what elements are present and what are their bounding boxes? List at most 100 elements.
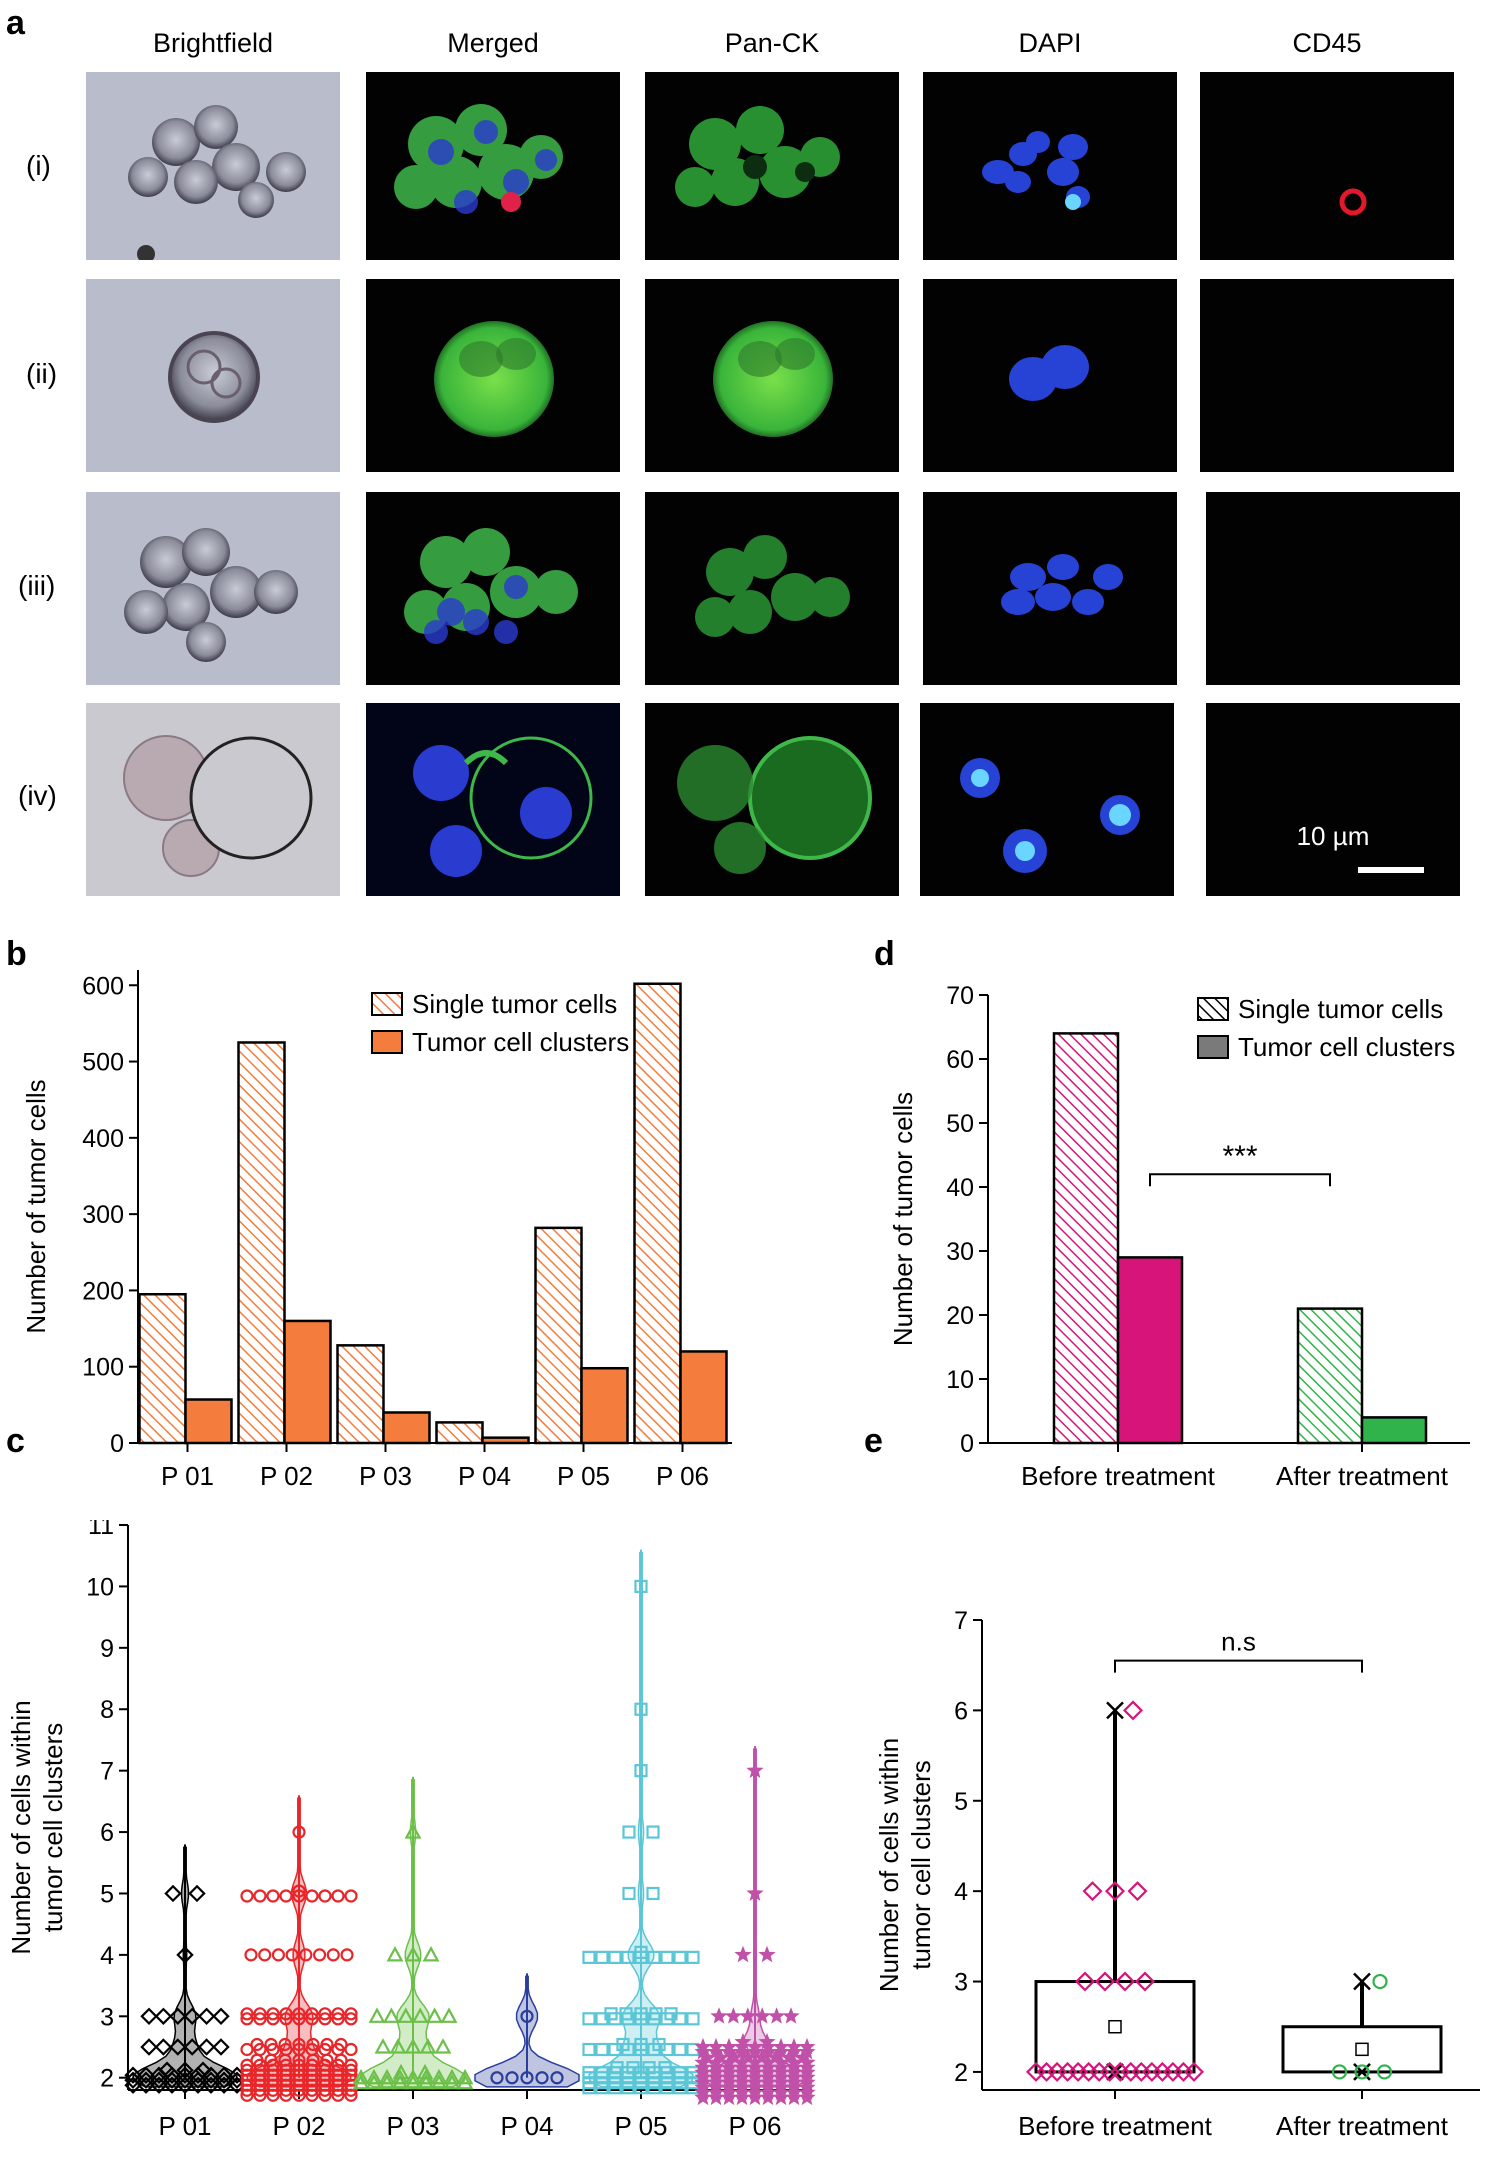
chart-c-point — [183, 2038, 201, 2056]
chart-c-point — [378, 2068, 396, 2085]
chart-c-point — [404, 2038, 422, 2054]
chart-c-point — [183, 2007, 201, 2026]
chart-c-x-tick-label: P 04 — [500, 2111, 553, 2141]
chart-c-point — [634, 1764, 648, 1778]
chart-c-point — [798, 2042, 816, 2060]
chart-c-point — [194, 2061, 212, 2079]
chart-c-point — [212, 2038, 230, 2056]
chart-c-point — [189, 2066, 207, 2084]
chart-b-x-tick-label: P 04 — [458, 1461, 511, 1491]
chart-c-point — [411, 2007, 429, 2023]
chart-c-point — [535, 2071, 549, 2085]
chart-d-legend-label: Single tumor cells — [1238, 994, 1443, 1024]
chart-b-y-tick-label: 400 — [82, 1125, 124, 1153]
image-pan-ck-i — [645, 72, 899, 260]
chart-c-point — [621, 1950, 635, 1964]
chart-d-bar — [1052, 1032, 1120, 1445]
image-dapi-iii — [923, 492, 1177, 685]
row-label-i: (i) — [26, 150, 51, 181]
chart-c-point — [404, 1945, 422, 1962]
chart-c-point — [264, 2037, 278, 2052]
image-pan-ck-iii — [645, 492, 899, 685]
chart-b-y-tick-label: 500 — [82, 1049, 124, 1077]
chart-c-point — [550, 2071, 564, 2085]
chart-c-point — [292, 1825, 306, 1839]
chart-b-legend-swatch — [371, 1030, 403, 1054]
image-brightfield-iv — [86, 703, 340, 896]
chart-c-point — [392, 2063, 410, 2080]
chart-c-point — [320, 2037, 334, 2052]
chart-c-y-label-line: tumor cell clusters — [38, 1723, 68, 1933]
chart-b-x-tick-label: P 06 — [656, 1461, 709, 1491]
image-merged-iv — [366, 703, 620, 896]
chart-c-point — [331, 2012, 345, 2026]
chart-c-point — [595, 2042, 609, 2057]
chart-e-y-tick-label: 7 — [954, 1607, 968, 1635]
chart-c-point — [430, 2068, 448, 2085]
chart-c-point — [318, 1889, 332, 1903]
chart-c-point — [505, 2071, 519, 2085]
chart-d-legend-swatch — [1197, 1035, 1229, 1059]
chart-c-point — [798, 2063, 816, 2081]
chart-b-bar — [283, 1319, 332, 1445]
chart-c-point — [490, 2071, 504, 2085]
chart-e-point — [1372, 1973, 1388, 1990]
chart-c-point — [163, 2066, 181, 2084]
chart-c-point — [169, 2007, 187, 2026]
chart-c-point — [604, 2007, 618, 2021]
chart-c-point — [686, 2012, 700, 2026]
chart-c: 2 3 4 5 6 7 8 9 10 11 P 01 P 02 P 03 P 04 P 05 P 06 Numb… — [6, 1520, 816, 2141]
image-pan-ck-ii — [645, 279, 899, 472]
chart-c-point — [169, 2038, 187, 2056]
chart-c-point — [305, 2007, 319, 2021]
chart-c-point — [244, 1948, 258, 1962]
chart-c-point — [595, 1950, 609, 1964]
chart-c-point — [279, 2058, 293, 2072]
chart-c-point — [582, 2042, 596, 2057]
chart-c-point — [798, 2068, 816, 2086]
column-header-pan-ck: Pan-CK — [724, 28, 820, 58]
column-header-dapi: DAPI — [1018, 28, 1082, 58]
chart-c-point — [137, 2066, 155, 2084]
chart-c-point — [334, 2037, 348, 2052]
chart-d-y-tick-label: 40 — [946, 1174, 974, 1202]
scale-bar — [1358, 867, 1424, 873]
chart-c-point — [188, 1884, 206, 1903]
chart-c-point — [154, 2007, 173, 2026]
chart-c-point — [292, 2037, 306, 2052]
image-brightfield-ii — [86, 279, 340, 472]
panel-e-letter: e — [864, 1422, 883, 1460]
chart-c-point — [660, 1950, 674, 1964]
chart-c-point — [649, 2007, 663, 2021]
chart-b-x-tick-label: P 05 — [557, 1461, 610, 1491]
chart-c-point — [326, 1948, 340, 1962]
chart-d-significance-label: *** — [1222, 1140, 1257, 1173]
chart-b-bar — [184, 1398, 233, 1445]
chart-e: 2 3 4 5 6 7 Before treatment After treatment n.s… — [874, 1607, 1480, 2141]
chart-b-bar — [336, 1344, 385, 1445]
chart-b-bar — [435, 1421, 484, 1445]
chart-b-y-label: Number of tumor cells — [21, 1079, 51, 1333]
image-brightfield-iii — [86, 492, 340, 685]
chart-c-point — [798, 2088, 816, 2106]
chart-c-point — [340, 1948, 354, 1962]
chart-b-bar — [633, 982, 682, 1445]
chart-e-y-tick-label: 2 — [954, 2059, 968, 2087]
chart-c-point — [582, 1950, 596, 1964]
chart-c-point — [520, 2071, 534, 2085]
chart-c-point — [299, 1948, 313, 1962]
chart-c-point — [331, 2007, 345, 2021]
chart-c-point — [646, 1825, 660, 1839]
chart-c-point — [140, 2038, 158, 2056]
chart-b-bar — [580, 1366, 629, 1445]
chart-e-extreme-marker — [1106, 1701, 1124, 1720]
chart-c-point — [634, 2007, 648, 2021]
chart-c-point — [642, 2061, 656, 2075]
chart-c-point — [331, 1889, 345, 1903]
chart-c-point — [634, 1579, 648, 1594]
chart-c-point — [746, 1761, 764, 1779]
chart-c-x-tick-label: P 03 — [386, 2111, 439, 2141]
chart-e-y-tick-label: 5 — [954, 1788, 968, 1816]
chart-c-point — [386, 1945, 404, 1962]
chart-c-point — [368, 2007, 386, 2023]
